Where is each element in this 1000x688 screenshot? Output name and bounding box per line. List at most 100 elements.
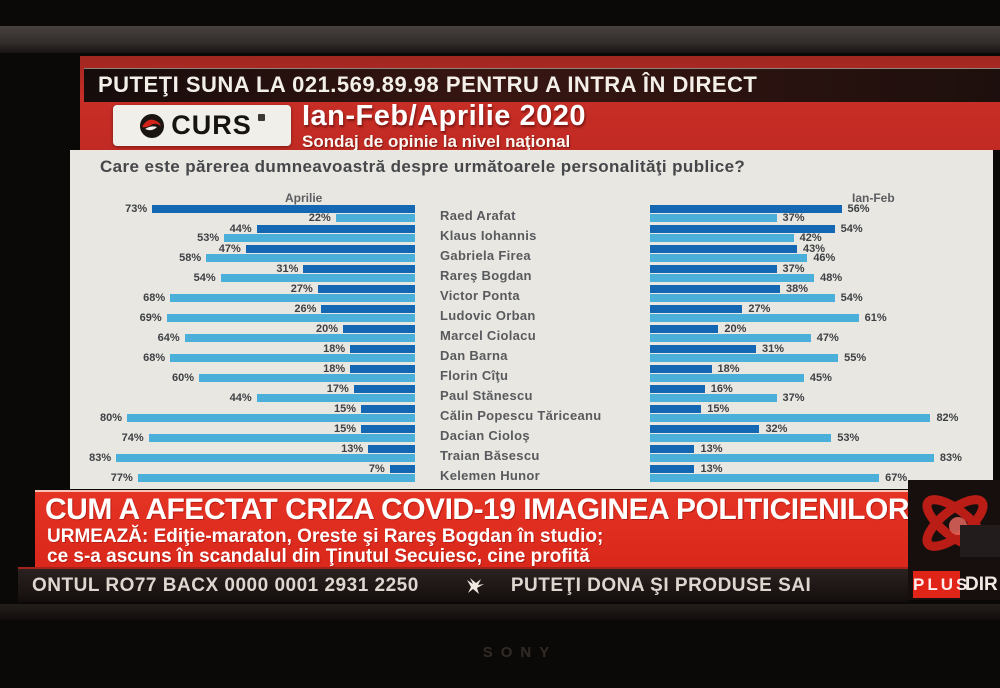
bar-aprilie-dark — [303, 265, 415, 273]
poll-question: Care este părerea dumneavoastră despre u… — [100, 157, 746, 176]
politician-name: Dan Barna — [440, 348, 508, 363]
politician-name: Kelemen Hunor — [440, 468, 540, 483]
bar-label-aprilie-dark: 44% — [229, 223, 252, 235]
poll-subtitle: Sondaj de opinie la nivel naţional — [302, 132, 571, 151]
politician-name: Călin Popescu Tăriceanu — [440, 408, 602, 423]
chart-row: 27% 68% Victor Ponta 38% 54% — [70, 284, 993, 304]
bar-label-ianfeb-light: 54% — [840, 292, 863, 304]
chart-row: 18% 60% Florin Cîţu 18% 45% — [70, 364, 993, 384]
bar-label-aprilie-light: 58% — [179, 252, 202, 264]
bar-label-aprilie-light: 60% — [171, 372, 194, 384]
poll-title: Ian-Feb/Aprilie 2020 — [302, 100, 586, 132]
screen-bottom-edge — [0, 604, 1000, 620]
politician-name: Raed Arafat — [440, 208, 516, 223]
politician-name: Florin Cîţu — [440, 368, 509, 383]
bar-label-aprilie-dark: 27% — [290, 283, 313, 295]
bar-aprilie-dark — [343, 325, 415, 333]
bar-ianfeb-light — [650, 294, 835, 302]
next-up-line2: ce s-a ascuns în scandalul din Ţinutul S… — [47, 546, 590, 567]
bar-ianfeb-light — [650, 254, 808, 262]
curs-trademark-icon — [257, 114, 265, 121]
bar-label-aprilie-light: 54% — [193, 272, 216, 284]
bar-aprilie-dark — [361, 425, 415, 433]
bar-label-ianfeb-dark: 15% — [707, 403, 730, 415]
chart-row: 47% 58% Gabriela Firea 43% 46% — [70, 244, 993, 264]
bar-aprilie-dark — [256, 225, 415, 233]
bar-label-ianfeb-light: 37% — [782, 392, 805, 404]
curs-logo: CURS — [113, 105, 291, 146]
bar-label-aprilie-dark: 26% — [294, 303, 317, 315]
politician-name: Gabriela Firea — [440, 248, 531, 263]
tv-brand-logo: SONY — [482, 644, 558, 661]
bar-ianfeb-dark — [650, 285, 780, 293]
bar-ianfeb-light — [650, 234, 794, 242]
ticker-text-right: PUTEŢI DONA ŞI PRODUSE SAI — [510, 574, 812, 596]
direct-label: DIR — [965, 574, 998, 595]
bar-aprilie-light — [224, 234, 415, 242]
bar-ianfeb-dark — [650, 225, 835, 233]
bar-ianfeb-light — [650, 414, 931, 422]
bar-label-ianfeb-light: 46% — [813, 252, 836, 264]
bar-ianfeb-dark — [650, 305, 743, 313]
bar-ianfeb-light — [650, 274, 815, 282]
bar-label-ianfeb-light: 48% — [820, 272, 843, 284]
chart-panel: Care este părerea dumneavoastră despre u… — [70, 150, 993, 489]
bar-label-ianfeb-dark: 38% — [785, 283, 808, 295]
bar-label-ianfeb-dark: 16% — [710, 383, 733, 395]
news-ticker: ONTUL RO77 BACX 0000 0001 2931 2250 PUTE… — [18, 567, 908, 602]
bar-label-aprilie-light: 74% — [121, 432, 144, 444]
chart-row: 18% 68% Dan Barna 31% 55% — [70, 344, 993, 364]
bar-label-ianfeb-light: 42% — [799, 232, 822, 244]
bar-label-aprilie-dark: 31% — [276, 263, 299, 275]
bar-aprilie-light — [137, 474, 415, 482]
bar-aprilie-dark — [152, 205, 415, 213]
bar-ianfeb-dark — [650, 385, 705, 393]
chart-row: 31% 54% Rareş Bogdan 37% 48% — [70, 264, 993, 284]
chart-row: 17% 44% Paul Stănescu 16% 37% — [70, 384, 993, 404]
bar-aprilie-dark — [350, 345, 415, 353]
bar-ianfeb-light — [650, 334, 811, 342]
bar-aprilie-light — [170, 354, 415, 362]
bar-aprilie-light — [220, 274, 415, 282]
bar-label-aprilie-dark: 13% — [341, 443, 364, 455]
politician-name: Paul Stănescu — [440, 388, 533, 403]
bar-label-aprilie-dark: 47% — [218, 243, 241, 255]
bar-label-ianfeb-light: 37% — [782, 212, 805, 224]
bar-label-aprilie-light: 77% — [110, 472, 133, 484]
bar-ianfeb-dark — [650, 245, 798, 253]
bar-label-aprilie-dark: 20% — [315, 323, 338, 335]
bar-aprilie-light — [170, 294, 415, 302]
bar-label-ianfeb-dark: 37% — [782, 263, 805, 275]
bar-aprilie-light — [116, 454, 415, 462]
bar-label-aprilie-dark: 18% — [323, 363, 346, 375]
bar-label-aprilie-light: 53% — [197, 232, 220, 244]
bar-ianfeb-dark — [650, 465, 695, 473]
chart-row: 13% 83% Traian Băsescu 13% 83% — [70, 444, 993, 464]
bar-ianfeb-dark — [650, 425, 760, 433]
bar-aprilie-dark — [368, 445, 415, 453]
bar-label-ianfeb-dark: 20% — [724, 323, 747, 335]
bar-ianfeb-light — [650, 314, 859, 322]
chart-row: 26% 69% Ludovic Orban 27% 61% — [70, 304, 993, 324]
bar-label-aprilie-light: 68% — [143, 292, 166, 304]
plus-badge: PLUS — [913, 571, 967, 598]
bar-aprilie-dark — [389, 465, 415, 473]
politician-name: Marcel Ciolacu — [440, 328, 536, 343]
tv-bezel-top — [0, 26, 1000, 53]
bar-label-ianfeb-dark: 13% — [700, 463, 723, 475]
bar-ianfeb-dark — [650, 345, 757, 353]
bar-aprilie-light — [184, 334, 415, 342]
bar-label-aprilie-dark: 15% — [333, 423, 356, 435]
call-in-banner: PUTEŢI SUNA LA 021.569.89.98 PENTRU A IN… — [84, 68, 1000, 102]
chart-row: 44% 53% Klaus Iohannis 54% 42% — [70, 224, 993, 244]
logo-overlay-patch — [960, 525, 1000, 557]
curs-logo-text: CURS — [171, 110, 252, 140]
bar-ianfeb-light — [650, 454, 934, 462]
bar-ianfeb-light — [650, 394, 777, 402]
bar-label-ianfeb-dark: 18% — [717, 363, 740, 375]
bar-label-ianfeb-light: 45% — [809, 372, 832, 384]
bar-aprilie-dark — [317, 285, 415, 293]
chart-row: 15% 80% Călin Popescu Tăriceanu 15% 82% — [70, 404, 993, 424]
chart-rows: 73% 22% Raed Arafat 56% 37% 44% 53% Klaus Iohan… — [70, 204, 993, 486]
